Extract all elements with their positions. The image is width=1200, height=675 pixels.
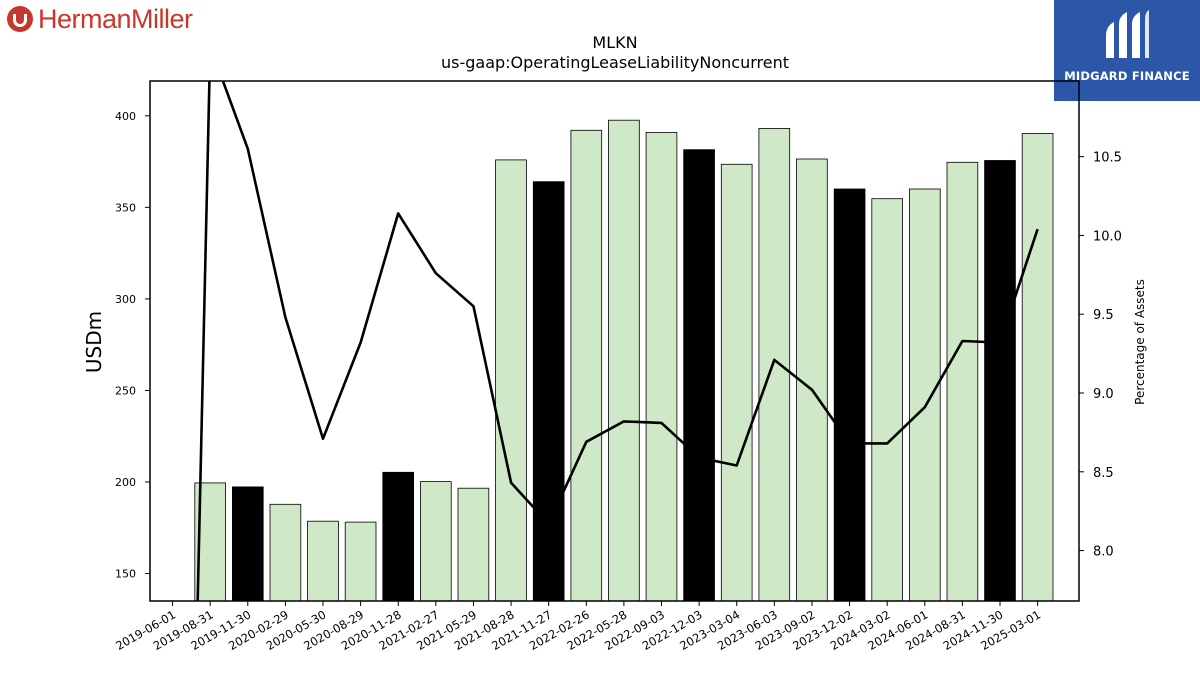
bar [833, 188, 866, 602]
bar [909, 188, 941, 602]
y2-tick-label: 10.5 [1093, 151, 1122, 166]
bar [645, 132, 678, 602]
partner-logo-text: MIDGARD FINANCE [1064, 69, 1190, 83]
series-line [196, 81, 1039, 601]
bar [457, 487, 490, 602]
y-tick-label: 400 [115, 110, 136, 123]
bar [495, 159, 527, 602]
bar [683, 149, 715, 602]
y2-tick-label: 10.0 [1093, 229, 1122, 244]
bar [1021, 133, 1054, 602]
y2-axis-label: Percentage of Assets [1133, 279, 1147, 405]
bar [532, 181, 565, 602]
bar [231, 486, 264, 602]
y-tick-label: 250 [115, 384, 136, 397]
bar [871, 198, 903, 602]
y2-tick-label: 9.5 [1093, 308, 1114, 323]
bar [570, 129, 603, 602]
bar [946, 161, 979, 602]
y-tick-label: 200 [115, 476, 136, 489]
bar [758, 127, 791, 602]
y-tick-label: 350 [115, 201, 136, 214]
herman-miller-logo-icon [7, 6, 33, 32]
company-logo: HermanMiller [6, 2, 193, 36]
y-tick-label: 300 [115, 293, 136, 306]
bar [419, 481, 452, 602]
y2-tick-label: 8.0 [1093, 545, 1114, 560]
chart-subtitle: us-gaap:OperatingLeaseLiabilityNoncurren… [441, 53, 789, 72]
midgard-logo-icon [1106, 10, 1149, 58]
bar [307, 520, 339, 602]
y2-tick-label: 8.5 [1093, 466, 1114, 481]
bar [269, 503, 302, 602]
y2-tick-label: 9.0 [1093, 387, 1114, 402]
y-tick-label: 150 [115, 568, 136, 581]
plot-area: 1502002503003504008.08.59.09.510.010.520… [113, 80, 1122, 653]
chart-title: MLKN [592, 33, 637, 52]
bar [984, 160, 1016, 602]
bar [382, 471, 414, 602]
bar [608, 119, 640, 602]
bar [720, 163, 753, 602]
bar [344, 521, 377, 602]
plot-frame [149, 80, 1080, 602]
company-logo-text: HermanMiller [38, 3, 193, 34]
y-axis-label: USDm [82, 311, 106, 373]
